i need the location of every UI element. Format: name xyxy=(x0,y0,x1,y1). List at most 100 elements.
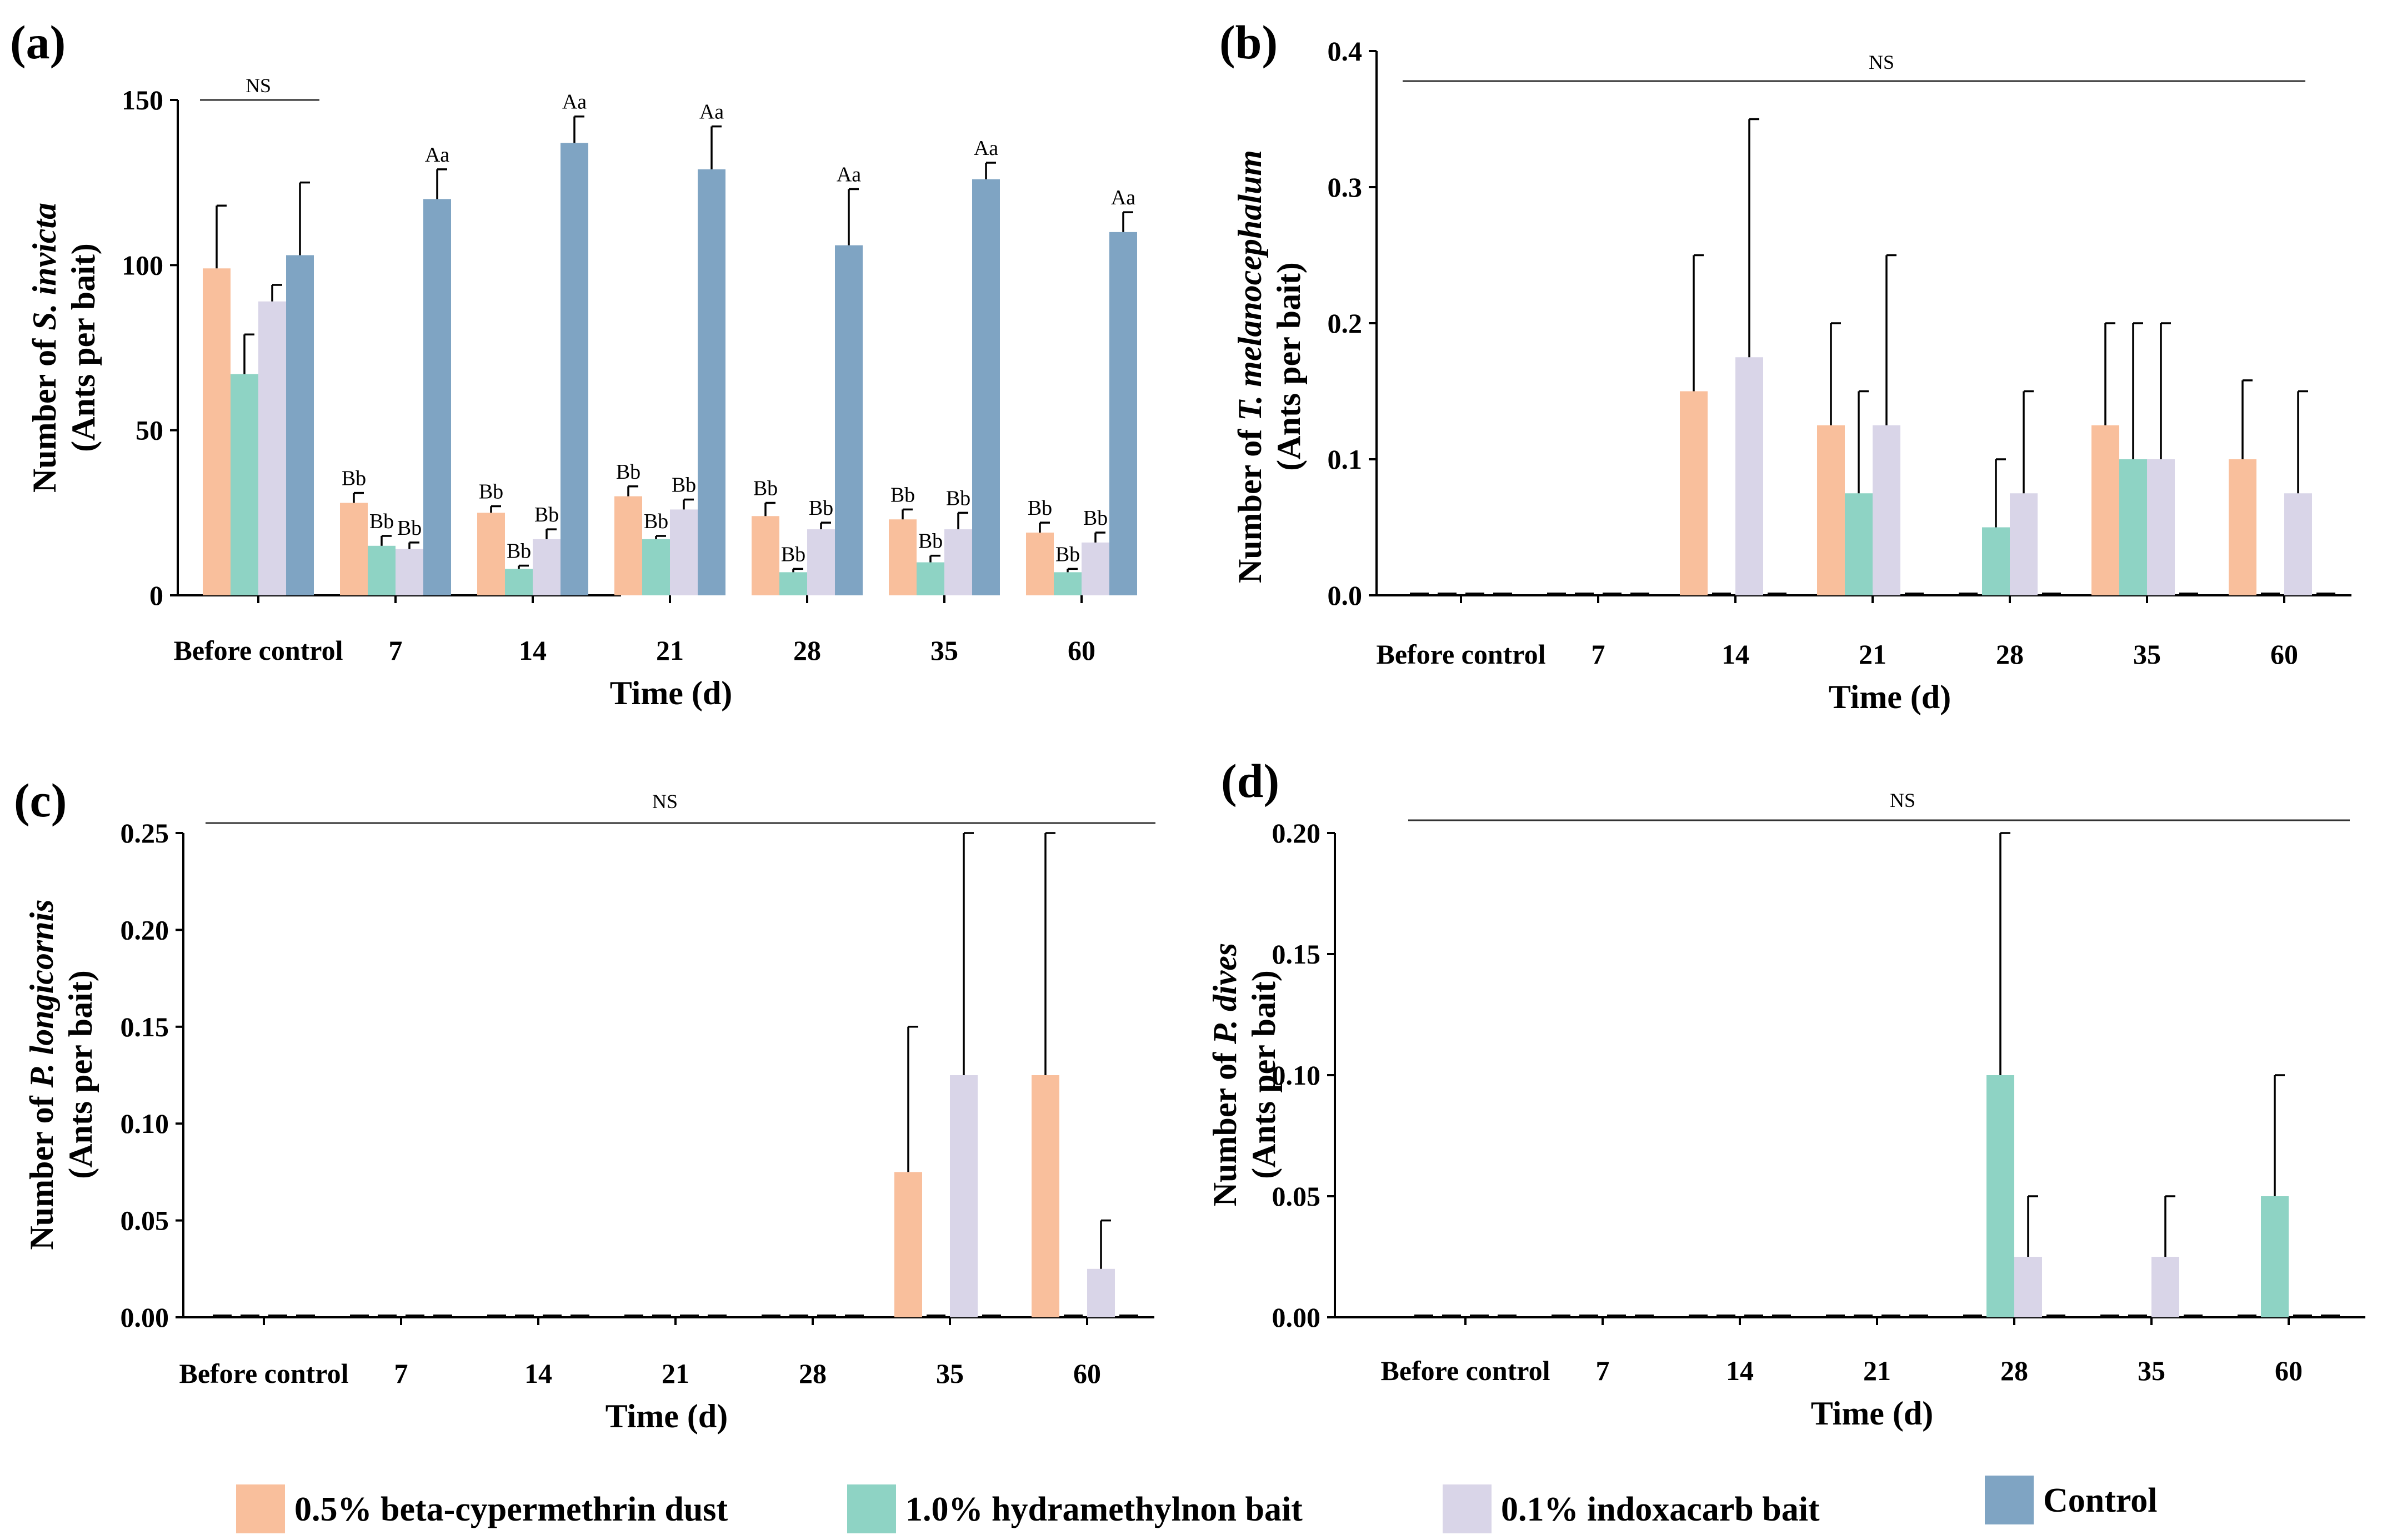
y-axis-title-prefix: Number of xyxy=(23,1087,60,1250)
x-tick-label: 21 xyxy=(656,635,684,666)
y-tick-label: 0.4 xyxy=(1328,36,1363,67)
bar xyxy=(614,496,642,595)
bar xyxy=(779,572,807,595)
x-tick-label: 35 xyxy=(2133,639,2161,670)
y-tick-label: 0.00 xyxy=(121,1302,169,1333)
bar xyxy=(1735,357,1763,595)
bar xyxy=(944,529,972,595)
legend-swatch xyxy=(1443,1484,1492,1533)
bar xyxy=(423,199,451,595)
y-axis-title: Number of S. invicta(Ants per bait) xyxy=(26,203,102,493)
y-axis-title: Number of T. melanocephalum(Ants per bai… xyxy=(1232,150,1307,583)
legend-label: 1.0% hydramethylnon bait xyxy=(905,1491,1303,1528)
significance-label: Bb xyxy=(507,539,531,563)
y-axis-title-unit: (Ants per bait) xyxy=(62,970,99,1179)
significance-label: Bb xyxy=(672,474,696,497)
x-tick-label: 60 xyxy=(2275,1355,2303,1386)
y-axis-title-line1: Number of S. invicta xyxy=(26,203,63,493)
legend-label: 0.5% beta-cypermethrin dust xyxy=(294,1491,728,1528)
y-axis-title-species: P. dives xyxy=(1207,943,1243,1045)
y-tick-label: 0.10 xyxy=(1272,1060,1321,1091)
y-tick-label: 0.25 xyxy=(121,817,169,849)
x-tick-label: 28 xyxy=(2000,1355,2028,1386)
y-tick-label: 0.15 xyxy=(1272,939,1321,970)
y-tick-label: 50 xyxy=(136,415,163,446)
significance-label: Bb xyxy=(534,503,559,526)
x-tick-label: 28 xyxy=(1996,639,2024,670)
x-tick-label: 21 xyxy=(1863,1355,1891,1386)
bar xyxy=(2284,493,2312,595)
bar xyxy=(2091,425,2119,595)
y-axis-title-species: S. invicta xyxy=(26,203,63,330)
bar xyxy=(368,545,396,595)
x-axis-title: Time (d) xyxy=(1829,679,1951,715)
y-tick-label: 0 xyxy=(149,580,163,611)
x-tick-label: 7 xyxy=(1592,639,1605,670)
bar xyxy=(258,301,286,595)
bar xyxy=(807,529,835,595)
x-tick-label: 35 xyxy=(2138,1355,2165,1386)
significance-label: Aa xyxy=(974,137,998,160)
y-tick-label: 0.10 xyxy=(121,1108,169,1139)
y-axis-title-prefix: Number of xyxy=(1207,1044,1243,1206)
bar xyxy=(1026,533,1054,595)
x-tick-label: 7 xyxy=(1596,1355,1610,1386)
x-tick-label: 28 xyxy=(799,1358,827,1389)
y-axis-title-unit: (Ants per bait) xyxy=(1245,970,1282,1179)
significance-label: Bb xyxy=(616,460,640,484)
x-tick-label: 60 xyxy=(1068,635,1095,666)
panel-c: (c) 0.00 0.05 0.10 0.15 0.20 0.25 Before contro… xyxy=(14,774,1155,1434)
y-axis-title-line1: Number of T. melanocephalum xyxy=(1232,150,1268,583)
bar xyxy=(835,245,863,595)
bar xyxy=(561,143,588,596)
significance-label: Bb xyxy=(369,510,394,533)
y-tick-label: 0.05 xyxy=(121,1205,169,1236)
legend-label: Control xyxy=(2043,1482,2158,1519)
bar xyxy=(2229,459,2256,595)
panel-label: (b) xyxy=(1219,16,1278,69)
bar xyxy=(950,1075,978,1317)
y-axis-title-species: T. melanocephalum xyxy=(1232,150,1268,421)
bar xyxy=(2151,1257,2179,1317)
x-tick-label: Before control xyxy=(1380,1355,1550,1386)
x-axis-title: Time (d) xyxy=(610,675,733,711)
bar xyxy=(2261,1196,2289,1317)
x-tick-label: 14 xyxy=(519,635,547,666)
bar xyxy=(1873,425,1900,595)
y-axis-title-line1: Number of P. longicornis xyxy=(23,899,60,1250)
x-tick-label: 14 xyxy=(1722,639,1749,670)
panel-a: (a) 0 50 100 150 Before control 7 14 21 28 35 60 NS B… xyxy=(10,16,1137,711)
significance-label: Bb xyxy=(781,543,805,566)
y-axis-title-prefix: Number of xyxy=(26,330,63,493)
bar xyxy=(2119,459,2147,595)
x-tick-label: 28 xyxy=(793,635,821,666)
bar xyxy=(642,539,670,595)
significance-label: Aa xyxy=(699,101,724,124)
y-tick-label: 0.0 xyxy=(1328,580,1363,611)
ns-label: NS xyxy=(1869,51,1894,73)
significance-label: Aa xyxy=(425,143,449,167)
bar xyxy=(1032,1075,1059,1317)
x-axis-title: Time (d) xyxy=(605,1398,728,1434)
y-axis-title-line1: Number of P. dives xyxy=(1207,943,1243,1206)
bar xyxy=(698,169,725,595)
bar xyxy=(1109,232,1137,595)
panel-label: (c) xyxy=(14,774,67,827)
y-axis-title-unit: (Ants per bait) xyxy=(1270,262,1307,471)
y-axis-title: Number of P. dives(Ants per bait) xyxy=(1207,943,1282,1206)
significance-label: Aa xyxy=(1111,186,1135,209)
panel-d: (d) 0.00 0.05 0.10 0.15 0.20 Before control 7 14… xyxy=(1207,754,2365,1432)
y-tick-label: 0.05 xyxy=(1272,1181,1321,1212)
x-tick-label: Before control xyxy=(179,1358,348,1389)
bar xyxy=(340,503,368,595)
ns-label: NS xyxy=(652,790,678,812)
x-tick-label: Before control xyxy=(173,635,343,666)
bar xyxy=(917,562,944,595)
bar xyxy=(1986,1075,2014,1317)
x-tick-label: 60 xyxy=(2270,639,2298,670)
significance-label: Bb xyxy=(918,530,943,553)
y-tick-label: 0.3 xyxy=(1328,172,1363,203)
legend: 0.5% beta-cypermethrin dust 1.0% hydramet… xyxy=(236,1476,2158,1533)
bar xyxy=(533,539,561,595)
